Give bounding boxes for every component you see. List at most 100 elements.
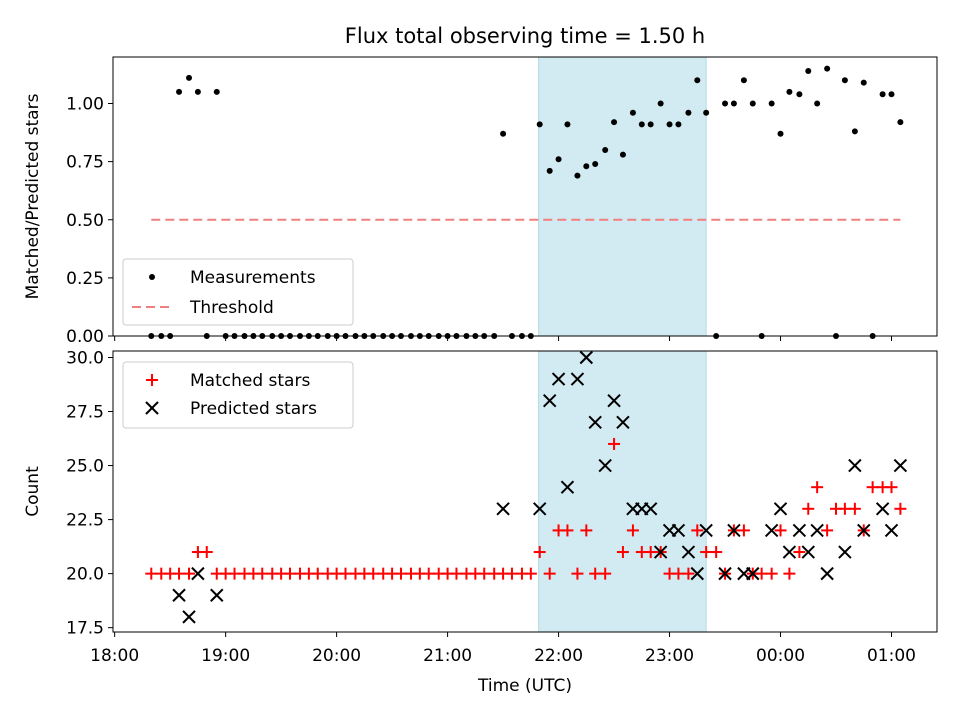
measurements-point (888, 91, 895, 98)
measurements-point (879, 91, 886, 98)
predicted-stars-point (746, 566, 760, 581)
predicted-stars-point (560, 480, 575, 494)
matched-stars-point (599, 567, 612, 580)
measurements-point (805, 67, 812, 74)
bot-y-tick-label: 20.0 (66, 565, 104, 585)
bot-y-tick-label: 17.5 (66, 619, 104, 639)
matched-stars-point (616, 546, 629, 559)
matched-stars-point (811, 481, 824, 494)
matched-stars-point (524, 567, 537, 580)
bottom-highlight-span (538, 350, 707, 633)
predicted-stars-point (496, 502, 510, 516)
measurements-point (897, 119, 904, 126)
measurements-point (824, 65, 831, 72)
matched-stars-point (821, 524, 834, 537)
predicted-stars-point (699, 523, 713, 538)
predicted-stars-point (857, 523, 871, 538)
measurements-point (703, 109, 710, 116)
top-axes-frame (112, 56, 938, 337)
matched-stars-point (737, 524, 750, 537)
measurements-point (749, 100, 756, 107)
measurements-point (213, 88, 220, 95)
measurements-point (814, 100, 821, 107)
bottom-legend: Matched stars Predicted stars (122, 361, 354, 429)
x-tick-label: 00:00 (756, 646, 805, 666)
predicted-stars-point (643, 502, 658, 516)
predicted-stars-point (718, 566, 732, 581)
predicted-stars-point (893, 458, 908, 473)
predicted-stars-point (764, 523, 779, 538)
legend-label-predicted-stars: Predicted stars (190, 399, 317, 419)
measurements-point (730, 100, 737, 107)
measurements-point (685, 109, 692, 116)
measurements-point (555, 156, 562, 163)
top-highlight-span (538, 56, 707, 337)
bot-y-tick-label: 22.5 (66, 511, 104, 531)
x-tick-label: 23:00 (645, 646, 694, 666)
predicted-stars-point (782, 545, 797, 559)
predicted-stars-point (884, 523, 899, 538)
measurements-point (186, 74, 193, 81)
legend-marker-predicted-stars (145, 401, 159, 415)
measurements-point (796, 91, 803, 98)
top-panel: 0.00 0.25 0.50 0.75 1.00 Matched/Predicted s… (23, 56, 938, 347)
measurements-point (194, 88, 201, 95)
legend-label-matched-stars: Matched stars (190, 371, 310, 391)
matched-stars-point (533, 546, 546, 559)
legend-label-measurements: Measurements (190, 268, 316, 288)
matched-stars-point (571, 567, 584, 580)
bot-y-tick-label: 27.5 (66, 403, 104, 423)
measurements-point (647, 121, 654, 128)
measurements-point (768, 100, 775, 107)
matched-stars-point (774, 524, 787, 537)
bottom-axes-frame (112, 350, 938, 633)
top-y-tick-label: 0.00 (66, 327, 104, 347)
measurements-point (546, 167, 553, 174)
measurements-point (583, 163, 590, 170)
measurements-point (536, 121, 543, 128)
predicted-stars-point (182, 610, 196, 624)
predicted-stars-point (681, 545, 696, 559)
legend-marker-measurements (149, 274, 155, 280)
measurements-point (786, 88, 793, 95)
matched-stars-point (561, 524, 574, 537)
legend-marker-matched-stars (146, 374, 158, 386)
matched-stars-point (682, 567, 695, 580)
x-tick-label: 19:00 (201, 646, 250, 666)
matched-stars-point (608, 437, 621, 450)
matched-stars-point (783, 567, 796, 580)
bottom-legend-box (122, 361, 354, 429)
matched-stars-point (848, 502, 861, 515)
matched-stars-point (802, 502, 815, 515)
predicted-stars-point (607, 394, 621, 408)
measurements-point (574, 172, 581, 179)
predicted-stars-point (773, 502, 788, 516)
measurements-point (602, 147, 609, 153)
top-legend-box (122, 258, 354, 326)
predicted-stars-point (570, 372, 585, 386)
measurements-point (722, 100, 729, 107)
measurements-point (860, 79, 867, 86)
predicted-stars-point (191, 566, 205, 581)
predicted-stars-point (848, 458, 862, 473)
measurements-point (592, 160, 599, 167)
bottom-y-axis-label: Count (23, 466, 43, 517)
measurements-point (740, 77, 747, 84)
x-tick-label: 21:00 (423, 646, 472, 666)
bottom-panel: 17.5 20.0 22.5 25.0 27.5 30.0 18:00 19:00 20:00… (23, 348, 938, 696)
matched-stars-point (183, 567, 196, 580)
predicted-stars-point (598, 458, 612, 473)
x-tick-label: 20:00 (312, 646, 361, 666)
matched-stars-point (710, 546, 723, 559)
bot-y-tick-label: 30.0 (66, 348, 104, 368)
x-tick-label: 18:00 (90, 646, 139, 666)
measurements-point (675, 121, 682, 128)
measurements-point (564, 121, 571, 128)
matched-stars-point (543, 567, 556, 580)
predicted-stars-point (810, 523, 824, 538)
top-y-tick-label: 1.00 (66, 95, 104, 115)
measurements-point (629, 109, 636, 116)
top-legend: Measurements Threshold (122, 258, 354, 326)
measurements-point (777, 130, 784, 137)
